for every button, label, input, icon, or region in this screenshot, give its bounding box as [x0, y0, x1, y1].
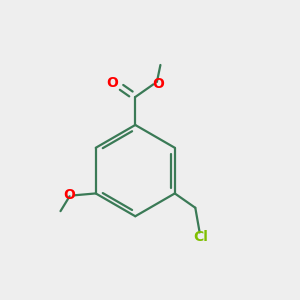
Text: Cl: Cl [194, 230, 208, 244]
Text: O: O [153, 77, 165, 91]
Text: O: O [63, 188, 75, 202]
Text: O: O [106, 76, 118, 90]
